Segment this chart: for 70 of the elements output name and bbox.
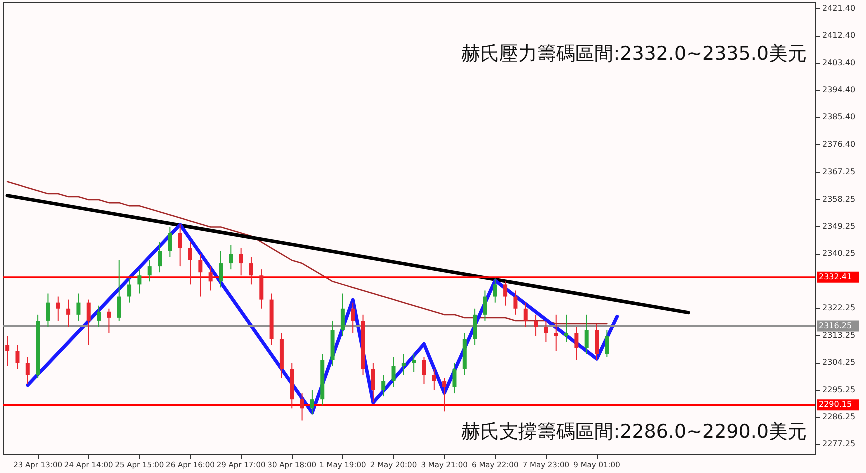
y-tick-label: 2295.25 [822, 385, 856, 394]
candlestick [382, 374, 386, 398]
annotation: 赫氏支撐籌碼區間:2286.0~2290.0美元 [462, 421, 807, 443]
candlestick [178, 224, 182, 268]
candlestick [554, 314, 558, 352]
candlestick [605, 330, 610, 358]
candlestick [340, 293, 345, 337]
candlestick [229, 244, 234, 270]
candlestick [188, 242, 192, 286]
candlestick [107, 308, 112, 334]
y-tick-label: 2394.40 [822, 85, 856, 94]
candlestick [402, 354, 406, 376]
candlestick [46, 293, 50, 328]
ref-line-label: 2332.41 [819, 272, 852, 282]
candlestick [514, 290, 518, 316]
y-tick-label: 2286.25 [822, 412, 856, 422]
candlestick [138, 269, 142, 294]
y-tick-label: 2412.40 [822, 31, 856, 40]
candlestick [564, 314, 569, 343]
candlestick [412, 354, 416, 373]
y-tick-label: 2304.25 [822, 358, 856, 368]
candlestick [76, 293, 81, 322]
candlestick [310, 390, 314, 416]
candlestick [208, 266, 213, 292]
candlestick [432, 368, 436, 392]
y-tick-label: 2358.25 [822, 194, 856, 204]
candlestick [16, 344, 20, 370]
y-tick-label: 2322.25 [822, 304, 856, 313]
candlestick [168, 226, 172, 258]
candlestick [442, 378, 447, 412]
candlestick [148, 260, 152, 282]
y-tick-label: 2367.25 [822, 168, 856, 177]
candlestick [239, 248, 244, 276]
candlestick [544, 320, 548, 343]
candlestick [351, 302, 356, 334]
candlestick [198, 254, 203, 298]
candlestick [300, 393, 304, 422]
candlestick [86, 299, 91, 346]
y-tick-label: 2376.40 [822, 140, 856, 149]
y-tick-label: 2340.25 [822, 249, 856, 258]
candlestick [6, 336, 10, 367]
candlestick [504, 281, 508, 306]
candlestick [574, 326, 579, 361]
candlestick [56, 296, 60, 322]
candlestick [117, 260, 122, 322]
candlestick [483, 290, 488, 322]
ref-line-label: 2316.25 [819, 321, 852, 330]
candlestick [249, 256, 254, 286]
candlestick [97, 305, 102, 328]
y-tick-label: 2385.40 [822, 112, 856, 122]
annotation: 赫氏壓力籌碼區間:2332.0~2335.0美元 [462, 43, 807, 65]
candlestick [371, 362, 376, 404]
candlestick [66, 299, 71, 328]
candlestick [218, 250, 223, 288]
candlestick [524, 302, 528, 328]
candlestick [422, 356, 426, 385]
candlestick [493, 278, 498, 304]
candlestick [158, 242, 162, 274]
y-tick-label: 2403.40 [822, 58, 856, 68]
ref-line-label: 2290.15 [819, 400, 852, 410]
candlestick [26, 356, 30, 385]
candlestick [584, 314, 589, 355]
y-tick-label: 2349.25 [822, 222, 856, 231]
candlestick [452, 362, 457, 394]
candlestick [128, 278, 132, 304]
candlestick [392, 356, 396, 388]
y-tick-label: 2277.25 [822, 440, 856, 449]
candlestick [534, 314, 538, 337]
y-tick-label: 2421.40 [822, 4, 856, 13]
y-tick-label: 2313.25 [822, 330, 856, 340]
